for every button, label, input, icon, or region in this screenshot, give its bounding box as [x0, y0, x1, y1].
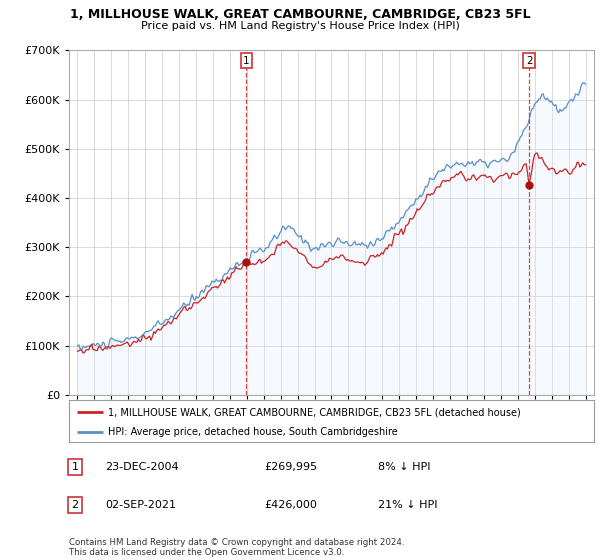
Text: HPI: Average price, detached house, South Cambridgeshire: HPI: Average price, detached house, Sout… — [109, 427, 398, 437]
Text: Price paid vs. HM Land Registry's House Price Index (HPI): Price paid vs. HM Land Registry's House … — [140, 21, 460, 31]
Text: 1, MILLHOUSE WALK, GREAT CAMBOURNE, CAMBRIDGE, CB23 5FL: 1, MILLHOUSE WALK, GREAT CAMBOURNE, CAMB… — [70, 8, 530, 21]
Text: 1: 1 — [71, 462, 79, 472]
Text: 21% ↓ HPI: 21% ↓ HPI — [378, 500, 437, 510]
Text: £269,995: £269,995 — [264, 462, 317, 472]
Text: 2: 2 — [526, 55, 532, 66]
Text: 8% ↓ HPI: 8% ↓ HPI — [378, 462, 431, 472]
Text: 23-DEC-2004: 23-DEC-2004 — [105, 462, 179, 472]
Text: Contains HM Land Registry data © Crown copyright and database right 2024.
This d: Contains HM Land Registry data © Crown c… — [69, 538, 404, 557]
Text: 1, MILLHOUSE WALK, GREAT CAMBOURNE, CAMBRIDGE, CB23 5FL (detached house): 1, MILLHOUSE WALK, GREAT CAMBOURNE, CAMB… — [109, 407, 521, 417]
Text: 1: 1 — [243, 55, 250, 66]
Text: £426,000: £426,000 — [264, 500, 317, 510]
Text: 2: 2 — [71, 500, 79, 510]
Text: 02-SEP-2021: 02-SEP-2021 — [105, 500, 176, 510]
